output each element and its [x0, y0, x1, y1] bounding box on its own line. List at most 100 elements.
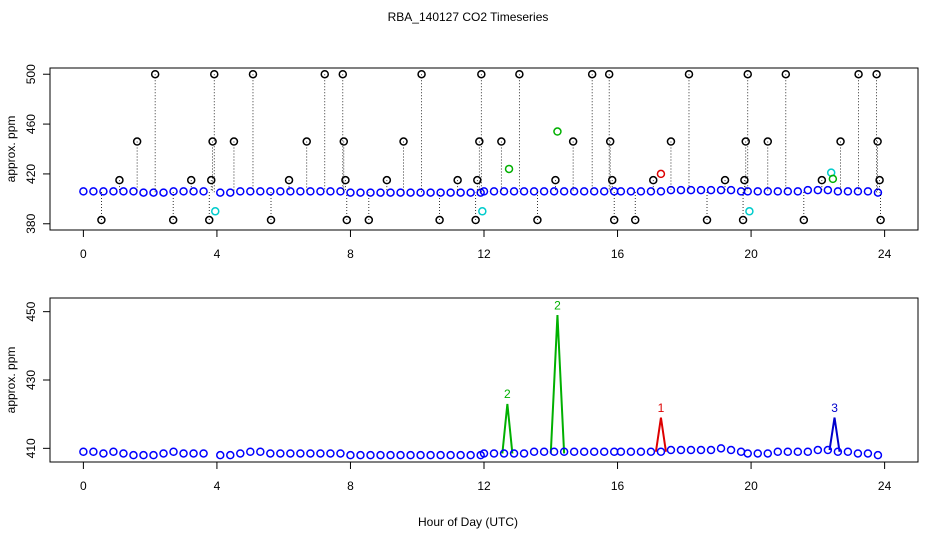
data-point — [803, 447, 813, 456]
data-point — [743, 187, 752, 196]
data-point — [696, 445, 706, 455]
data-point — [676, 185, 686, 195]
x-tick-label: 8 — [347, 247, 354, 261]
data-point — [529, 447, 539, 456]
data-point — [706, 445, 716, 455]
data-point — [763, 187, 773, 196]
data-point — [159, 188, 168, 197]
data-point — [799, 215, 809, 225]
data-point — [853, 449, 863, 458]
data-point — [246, 187, 255, 196]
data-point — [229, 137, 239, 146]
y-tick-label: 420 — [24, 164, 38, 184]
data-point — [366, 450, 375, 460]
data-point — [499, 187, 509, 196]
data-point — [139, 450, 148, 460]
data-point — [616, 447, 626, 456]
data-point — [326, 449, 335, 458]
data-point — [636, 187, 646, 196]
data-point — [646, 187, 656, 196]
data-point — [436, 450, 445, 460]
data-point — [132, 137, 142, 146]
data-point — [109, 187, 118, 196]
data-point — [720, 175, 730, 185]
data-point — [169, 447, 178, 456]
data-point — [863, 449, 873, 458]
data-point — [206, 175, 216, 185]
data-point — [466, 188, 475, 197]
data-point — [284, 175, 294, 185]
data-point — [696, 185, 706, 195]
data-point — [471, 215, 480, 225]
data-point — [823, 445, 833, 455]
data-point — [406, 188, 415, 197]
data-point — [753, 187, 763, 196]
data-line — [828, 417, 841, 452]
data-point — [320, 69, 330, 79]
data-point — [489, 449, 499, 458]
data-point — [549, 187, 559, 196]
data-point — [726, 185, 736, 195]
data-point — [168, 215, 178, 225]
data-point — [736, 447, 746, 456]
data-point — [456, 188, 465, 197]
data-point — [396, 450, 405, 460]
data-point — [836, 137, 845, 146]
data-point — [473, 175, 482, 185]
x-axis-label: Hour of Day (UTC) — [418, 515, 518, 529]
data-point — [199, 187, 208, 196]
annotation: 1 — [658, 401, 665, 415]
data-point — [115, 175, 124, 185]
data-point — [129, 187, 138, 196]
data-point — [210, 69, 219, 79]
data-point — [504, 164, 514, 174]
data-point — [475, 137, 484, 146]
data-point — [286, 449, 295, 458]
data-point — [276, 449, 285, 458]
y-tick-label: 460 — [24, 114, 38, 134]
data-point — [716, 185, 726, 195]
data-point — [763, 137, 773, 146]
data-point — [139, 188, 148, 197]
data-point — [338, 69, 348, 79]
data-point — [569, 447, 579, 456]
data-point — [479, 449, 489, 458]
annotation: 3 — [831, 401, 838, 415]
data-point — [569, 187, 579, 196]
data-point — [150, 69, 160, 79]
x-tick-label: 0 — [80, 247, 87, 261]
data-point — [417, 69, 426, 79]
data-point — [587, 69, 597, 79]
data-point — [346, 188, 355, 197]
data-point — [416, 450, 425, 460]
x-tick-label: 20 — [744, 479, 758, 493]
data-point — [89, 187, 98, 196]
data-point — [875, 175, 884, 185]
data-point — [763, 449, 773, 458]
data-point — [97, 215, 106, 225]
data-point — [817, 175, 827, 185]
plot-frame — [49, 67, 919, 231]
data-point — [873, 188, 883, 197]
data-point — [605, 137, 615, 146]
data-point — [568, 137, 578, 146]
data-point — [477, 69, 486, 79]
data-point — [179, 187, 188, 196]
data-point — [236, 449, 245, 458]
data-point — [666, 137, 676, 146]
data-point — [276, 187, 285, 196]
data-point — [204, 215, 214, 225]
annotation: 2 — [504, 387, 511, 401]
data-point — [216, 188, 225, 197]
data-point — [599, 187, 609, 196]
data-point — [248, 69, 258, 79]
data-point — [559, 447, 569, 456]
data-point — [551, 175, 560, 185]
data-point — [533, 215, 542, 225]
data-point — [549, 447, 559, 456]
data-point — [743, 449, 752, 458]
data-point — [416, 188, 425, 197]
y-tick-label: 430 — [24, 370, 38, 390]
data-point — [169, 187, 178, 196]
